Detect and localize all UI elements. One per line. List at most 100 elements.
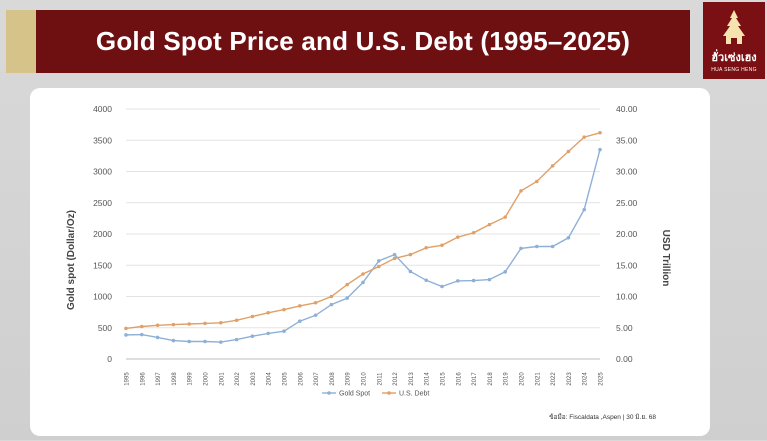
y-tick-label: 3000 bbox=[93, 167, 112, 177]
y-tick-label: 500 bbox=[98, 323, 112, 333]
gold-spot-point bbox=[519, 246, 523, 251]
x-tick-label: 2018 bbox=[488, 372, 494, 386]
us-debt-point bbox=[234, 318, 239, 323]
x-tick-label: 2005 bbox=[283, 372, 289, 386]
gold-spot-point bbox=[424, 278, 429, 283]
us-debt-line bbox=[125, 132, 601, 330]
y2-tick-label: 25.00 bbox=[616, 198, 638, 208]
y-axis-right-ticks: 0.00 5.00 10.00 15.00 20.00 25.00 30.00 35.00 40… bbox=[616, 104, 638, 364]
gold-spot-point bbox=[219, 340, 223, 344]
gold-spot-point bbox=[377, 259, 381, 263]
us-debt-point bbox=[550, 164, 555, 168]
x-tick-label: 2007 bbox=[314, 372, 320, 386]
us-debt-point bbox=[187, 322, 191, 326]
y2-tick-label: 35.00 bbox=[616, 135, 638, 145]
us-debt-point bbox=[471, 230, 476, 235]
us-debt-point bbox=[171, 322, 176, 327]
gold-spot-point bbox=[471, 278, 476, 283]
brand-logo: ฮั่วเซ่งเฮง HUA SENG HENG bbox=[703, 2, 765, 79]
y-tick-label: 1000 bbox=[93, 292, 112, 302]
logo-name: ฮั่วเซ่งเฮง bbox=[711, 52, 757, 64]
x-tick-label: 1996 bbox=[140, 372, 146, 386]
gold-spot-point bbox=[566, 235, 571, 240]
gold-spot-point bbox=[203, 339, 207, 344]
legend-label: U.S. Debt bbox=[399, 391, 429, 398]
us-debt-point bbox=[282, 307, 286, 312]
x-tick-label: 1997 bbox=[156, 372, 162, 386]
us-debt-point bbox=[440, 243, 444, 248]
y2-tick-label: 0.00 bbox=[616, 354, 633, 364]
gold-spot-point bbox=[503, 270, 508, 274]
x-tick-label: 2023 bbox=[567, 372, 573, 386]
y2-tick-label: 30.00 bbox=[616, 167, 638, 177]
x-tick-label: 2015 bbox=[441, 372, 447, 386]
source-note: ข้อมือ: Fiscaldata ,Aspen | 30 มิ.ย. 68 bbox=[549, 413, 656, 421]
us-debt-point bbox=[487, 222, 492, 227]
us-debt-point bbox=[582, 135, 586, 139]
x-axis-ticks: 1995 1996 1997 1998 1999 2000 2001 2002 2003 2004… bbox=[125, 372, 605, 386]
x-tick-label: 2006 bbox=[298, 372, 304, 386]
x-tick-label: 2019 bbox=[504, 372, 510, 386]
x-tick-label: 2002 bbox=[235, 372, 241, 386]
us-debt-point bbox=[535, 179, 539, 184]
us-debt-point bbox=[503, 215, 508, 219]
us-debt-point bbox=[408, 252, 413, 257]
y2-tick-label: 10.00 bbox=[616, 292, 638, 302]
gold-spot-point bbox=[535, 244, 539, 249]
us-debt-point bbox=[219, 320, 223, 325]
gold-spot-point bbox=[124, 333, 128, 337]
legend-swatch-marker bbox=[327, 391, 331, 395]
y2-tick-label: 40.00 bbox=[616, 104, 638, 114]
us-debt-point bbox=[361, 272, 365, 276]
x-tick-label: 1999 bbox=[188, 372, 194, 386]
gold-spot-point bbox=[345, 296, 350, 300]
y-tick-label: 2000 bbox=[93, 229, 112, 239]
gold-spot-point bbox=[440, 284, 444, 289]
gold-spot-point bbox=[187, 339, 191, 344]
x-tick-label: 2011 bbox=[377, 372, 383, 386]
us-debt-point bbox=[456, 235, 460, 239]
x-tick-label: 2003 bbox=[251, 372, 257, 386]
us-debt-point bbox=[155, 323, 160, 328]
x-tick-label: 2013 bbox=[409, 372, 415, 386]
logo-subtitle: HUA SENG HENG bbox=[711, 67, 757, 73]
x-tick-label: 2024 bbox=[583, 372, 589, 386]
gold-spot-point bbox=[598, 147, 602, 152]
x-tick-label: 1998 bbox=[172, 372, 178, 386]
us-debt-point bbox=[329, 294, 334, 299]
x-tick-label: 2004 bbox=[267, 372, 273, 386]
us-debt-point bbox=[566, 149, 571, 154]
x-tick-label: 2014 bbox=[425, 372, 431, 386]
x-tick-label: 2017 bbox=[472, 372, 478, 386]
x-tick-label: 2001 bbox=[219, 372, 225, 386]
us-debt-point bbox=[140, 324, 144, 329]
x-tick-label: 2008 bbox=[330, 372, 336, 386]
gold-spot-point bbox=[361, 280, 365, 285]
y2-tick-label: 15.00 bbox=[616, 260, 638, 270]
us-debt-point bbox=[250, 314, 255, 319]
chart-legend: Gold Spot U.S. Debt bbox=[322, 391, 429, 398]
us-debt-point bbox=[203, 321, 207, 326]
y2-tick-label: 20.00 bbox=[616, 229, 638, 239]
y2-axis-label: USD Trillion bbox=[660, 230, 671, 287]
us-debt-point bbox=[345, 282, 350, 287]
us-debt-point bbox=[266, 310, 270, 315]
gold-spot-point bbox=[171, 338, 176, 343]
title-bar: Gold Spot Price and U.S. Debt (1995–2025… bbox=[6, 10, 690, 73]
us-debt-point bbox=[519, 189, 523, 193]
us-debt-point bbox=[298, 304, 302, 308]
y-tick-label: 1500 bbox=[93, 260, 112, 270]
gold-spot-point bbox=[140, 332, 144, 337]
y2-tick-label: 5.00 bbox=[616, 323, 633, 333]
x-tick-label: 2020 bbox=[520, 372, 526, 386]
y-tick-label: 0 bbox=[107, 354, 112, 364]
gold-spot-point bbox=[313, 313, 318, 318]
y-axis-left-ticks: 0 500 1000 1500 2000 2500 3000 3500 4000 bbox=[93, 104, 112, 364]
gold-spot-point bbox=[234, 337, 239, 342]
gold-spot-point bbox=[155, 335, 160, 340]
legend-swatch-marker bbox=[387, 391, 391, 395]
legend-label: Gold Spot bbox=[339, 391, 370, 398]
gold-spot-point bbox=[408, 269, 413, 274]
us-debt-point bbox=[124, 326, 128, 331]
gold-spot-point bbox=[550, 244, 555, 249]
